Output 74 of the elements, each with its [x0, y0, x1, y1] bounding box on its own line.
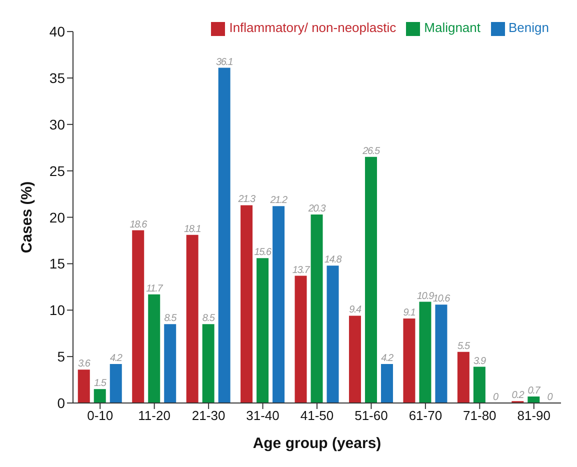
bar	[132, 230, 144, 403]
data-label: 1.5	[94, 378, 107, 390]
data-label: 5.5	[458, 340, 470, 352]
data-label: 3.9	[474, 356, 486, 367]
y-tick-label: 15	[49, 256, 66, 272]
y-tick-label: 40	[49, 24, 66, 40]
data-label: 4.2	[110, 353, 123, 364]
data-label: 18.6	[130, 219, 148, 230]
x-tick-label: 31-40	[246, 408, 280, 424]
bar	[348, 316, 361, 403]
data-label: 26.5	[362, 146, 380, 157]
bar	[272, 206, 285, 403]
data-label: 21.3	[237, 194, 256, 206]
bar	[310, 214, 323, 403]
data-label: 3.6	[78, 358, 91, 370]
legend-label: Benign	[508, 20, 549, 35]
data-label: 0	[547, 392, 554, 403]
y-tick-label: 10	[49, 302, 66, 318]
y-tick-label: 0	[57, 394, 66, 411]
bar	[364, 156, 377, 403]
data-label: 9.4	[349, 304, 362, 316]
data-label: 18.1	[184, 224, 201, 235]
data-label: 10.6	[432, 294, 451, 305]
bar	[186, 234, 198, 403]
y-tick-label: 5	[57, 348, 66, 365]
bar	[164, 324, 176, 403]
data-label: 13.7	[292, 264, 310, 276]
bar	[435, 304, 448, 403]
data-label: 21.2	[269, 195, 288, 206]
data-label: 10.9	[416, 290, 435, 302]
data-label: 36.1	[216, 56, 233, 68]
bar	[403, 318, 416, 403]
data-label: 8.5	[164, 313, 178, 324]
bar	[94, 389, 106, 403]
legend-label: Malignant	[424, 20, 481, 35]
bar	[326, 266, 339, 403]
bar	[473, 366, 486, 403]
x-tick-label: 11-20	[138, 408, 170, 424]
bar	[457, 352, 470, 403]
bar	[110, 364, 122, 403]
bar	[240, 205, 253, 403]
x-tick-label: 61-70	[408, 408, 442, 424]
data-label: 11.7	[146, 283, 164, 294]
bar	[294, 276, 307, 403]
bar	[419, 302, 432, 403]
x-tick-label: 21-30	[192, 408, 226, 424]
data-label: 0.7	[528, 386, 541, 396]
data-label: 15.6	[254, 247, 272, 258]
x-tick-label: 81-90	[517, 408, 551, 424]
y-axis-title: Cases (%)	[18, 181, 36, 254]
legend-label: Inflammatory/ non-neoplastic	[229, 20, 396, 35]
bar	[380, 364, 393, 403]
bar	[148, 294, 160, 403]
data-label: 9.1	[403, 308, 416, 318]
y-tick-label: 35	[49, 70, 66, 86]
data-label: 4.2	[381, 353, 394, 364]
data-label: 8.5	[202, 313, 216, 324]
x-axis-title: Age group (years)	[252, 435, 382, 452]
bar	[256, 258, 269, 403]
x-tick-label: 51-60	[354, 408, 388, 424]
data-label: 0	[493, 392, 499, 403]
bar	[202, 324, 214, 403]
bar	[78, 370, 90, 403]
data-label: 0.2	[512, 390, 525, 402]
y-tick-label: 20	[49, 209, 66, 226]
data-label: 20.3	[307, 203, 326, 214]
data-label: 14.8	[324, 254, 342, 266]
y-tick-label: 25	[49, 162, 66, 179]
bar	[528, 396, 540, 403]
x-tick-label: 71-80	[463, 408, 496, 424]
x-tick-label: 41-50	[300, 408, 334, 424]
bar	[218, 68, 230, 403]
x-tick-label: 0-10	[87, 408, 114, 424]
y-tick-label: 30	[49, 116, 66, 132]
